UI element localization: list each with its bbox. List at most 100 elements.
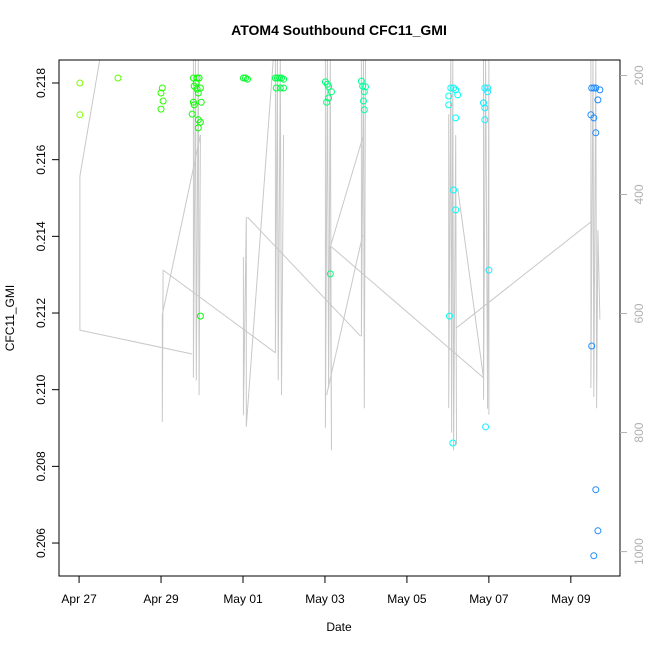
secondary-line-segment — [456, 221, 592, 329]
data-point — [360, 88, 368, 96]
data-point — [325, 83, 333, 91]
data-point — [357, 77, 365, 85]
data-point — [196, 312, 204, 320]
data-point — [592, 486, 600, 494]
data-point — [280, 75, 288, 83]
y2-tick-label: 400 — [632, 184, 646, 204]
data-point — [588, 84, 596, 92]
data-point — [362, 83, 369, 91]
x-axis: Apr 27 Apr 29 May 01 May 03 May 05 May 07 May … — [61, 575, 591, 606]
y-axis: 0.206 0.208 0.210 0.212 0.214 0.216 0.218 — [34, 68, 59, 558]
data-point — [449, 439, 457, 447]
data-point — [592, 129, 600, 137]
scatter-points — [76, 74, 604, 560]
y-tick-label: 0.218 — [34, 68, 48, 98]
data-point — [158, 84, 166, 92]
data-point — [193, 74, 201, 82]
data-point — [452, 114, 460, 122]
data-point — [197, 98, 205, 106]
data-point — [76, 79, 84, 87]
data-point — [360, 97, 367, 105]
y-tick-label: 0.216 — [34, 144, 48, 174]
data-point — [276, 74, 283, 82]
chart-title: ATOM4 Southbound CFC11_GMI — [231, 22, 447, 38]
secondary-line-segment — [247, 216, 361, 337]
x-tick-label: May 07 — [469, 592, 509, 606]
data-point — [594, 527, 602, 535]
data-point — [592, 84, 600, 92]
data-point — [454, 91, 462, 99]
y-tick-label: 0.214 — [34, 221, 48, 251]
y-tick-label: 0.212 — [34, 298, 48, 328]
plot-frame — [58, 59, 621, 577]
data-point — [594, 96, 602, 104]
data-point — [194, 116, 202, 124]
data-point — [596, 86, 604, 94]
y2-axis: 200 400 600 800 1000 — [620, 65, 646, 565]
y-tick-label: 0.206 — [34, 528, 48, 558]
secondary-line-segment — [360, 60, 366, 409]
secondary-line-segment — [331, 246, 484, 379]
data-point — [485, 266, 493, 274]
data-point — [114, 74, 122, 82]
data-point — [280, 84, 288, 92]
data-point — [482, 423, 490, 431]
data-point — [481, 116, 489, 124]
y2-tick-label: 1000 — [632, 538, 646, 565]
x-tick-label: May 03 — [305, 592, 345, 606]
data-point — [452, 206, 460, 214]
data-point — [445, 92, 453, 100]
data-point — [326, 270, 334, 278]
x-tick-label: Apr 29 — [143, 592, 179, 606]
x-tick-label: May 01 — [223, 592, 263, 606]
secondary-line-segment — [483, 60, 490, 415]
data-point — [276, 84, 284, 92]
data-point — [450, 186, 458, 194]
data-point — [157, 89, 165, 97]
y2-tick-label: 800 — [632, 422, 646, 442]
secondary-line-segment — [457, 187, 484, 378]
y2-tick-label: 200 — [632, 65, 646, 85]
data-point — [194, 89, 202, 97]
y-axis-label: CFC11_GMI — [3, 285, 17, 351]
secondary-line-segment — [274, 60, 285, 396]
data-point — [480, 99, 487, 107]
data-point — [360, 106, 368, 114]
data-point — [239, 74, 247, 82]
data-point — [159, 97, 167, 105]
data-point — [323, 98, 331, 106]
data-point — [272, 84, 280, 92]
y-tick-label: 0.208 — [34, 451, 48, 481]
data-point — [194, 124, 202, 132]
data-point — [588, 342, 596, 350]
secondary-line-segment — [79, 60, 193, 355]
data-point — [328, 88, 335, 96]
secondary-line-segment — [161, 134, 201, 422]
secondary-line-segment — [326, 234, 364, 396]
data-point — [190, 101, 198, 109]
data-point — [193, 85, 201, 93]
secondary-line-segment — [242, 60, 274, 427]
secondary-line-segment — [324, 60, 364, 451]
secondary-line-segment — [162, 269, 276, 354]
y2-tick-label: 600 — [632, 303, 646, 323]
data-point — [590, 84, 598, 92]
data-point — [590, 552, 598, 560]
data-point — [484, 88, 492, 96]
data-point — [244, 75, 251, 83]
secondary-line-segment — [192, 60, 201, 396]
x-tick-label: Apr 27 — [61, 592, 97, 606]
data-point — [590, 114, 598, 122]
secondary-series — [79, 60, 601, 451]
data-point — [321, 78, 329, 86]
x-tick-label: May 09 — [551, 592, 591, 606]
data-point — [446, 312, 453, 320]
x-axis-label: Date — [326, 620, 352, 634]
data-point — [188, 110, 196, 118]
y-tick-label: 0.210 — [34, 374, 48, 404]
data-point — [481, 104, 489, 112]
x-tick-label: May 05 — [387, 592, 427, 606]
data-point — [450, 84, 458, 92]
data-point — [445, 101, 453, 109]
